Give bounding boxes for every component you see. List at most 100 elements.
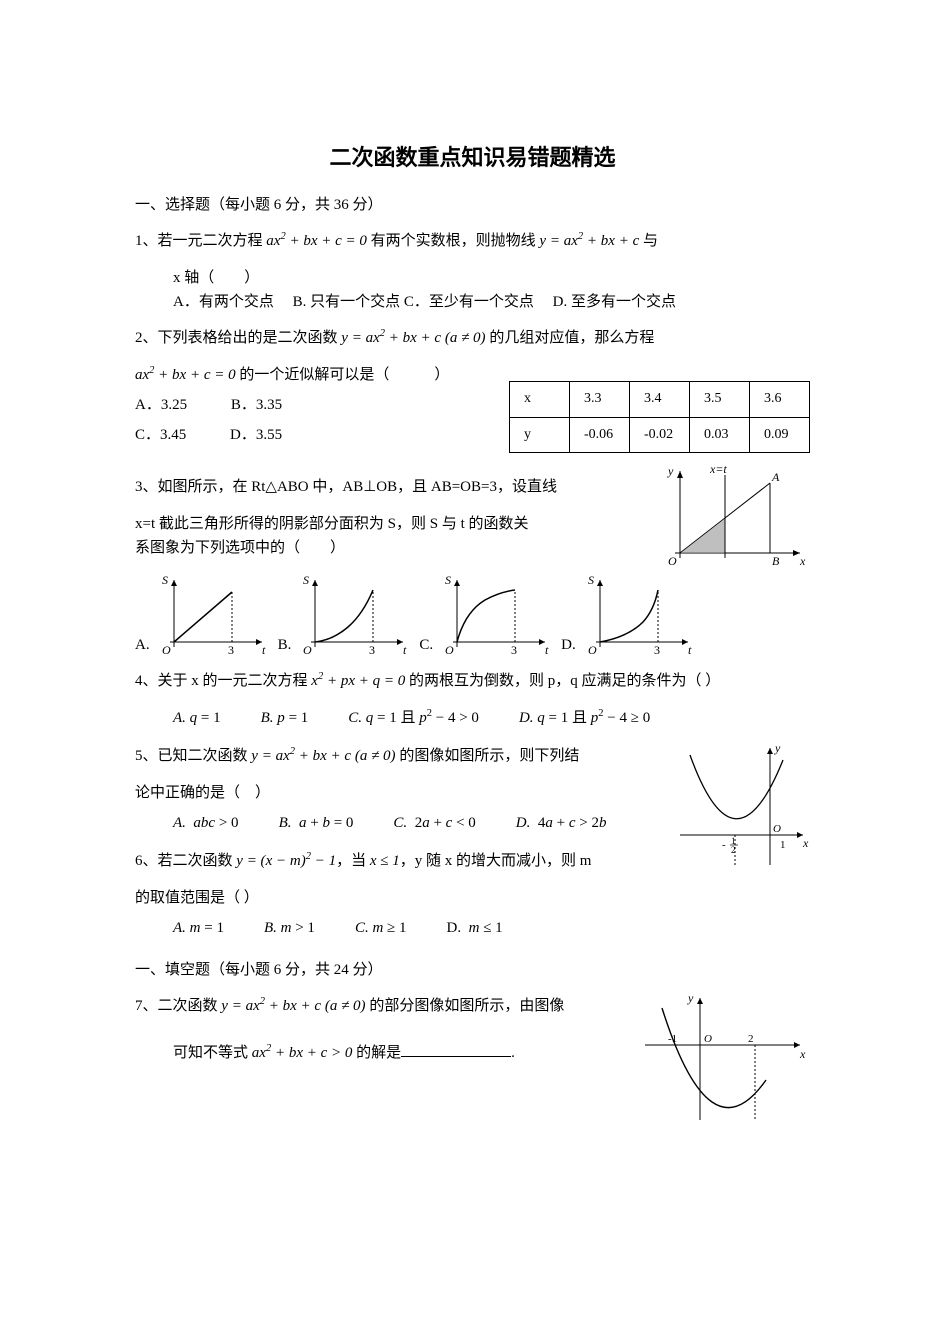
q6-opt-d: D. m ≤ 1 bbox=[447, 916, 503, 940]
q1-opt-d: D. 至多有一个交点 bbox=[553, 294, 676, 310]
q1-opt-b: B. 只有一个交点 bbox=[293, 294, 401, 310]
svg-text:3: 3 bbox=[654, 643, 660, 657]
svg-text:S: S bbox=[303, 573, 309, 587]
q2-options: A．3.25 B．3.35 C．3.45 D．3.55 bbox=[135, 387, 322, 453]
q5-figure: x y O 1 1 2 - bbox=[675, 740, 810, 870]
q2-td: 3.5 bbox=[690, 382, 750, 417]
tick-half: 1 2 bbox=[730, 836, 738, 855]
q5-opt-b: B. a + b = 0 bbox=[279, 811, 354, 835]
label-a: A bbox=[771, 470, 780, 484]
q5-opt-d: D. 4a + c > 2b bbox=[516, 811, 607, 835]
axis-y: y bbox=[774, 741, 781, 755]
q6-opt-a: A. m = 1 bbox=[173, 916, 224, 940]
q6-l2: 的取值范围是（ ） bbox=[135, 886, 810, 910]
q1-opt-c: C．至少有一个交点 bbox=[404, 294, 534, 310]
q6-cond: x ≤ 1 bbox=[370, 853, 400, 869]
table-row: x 3.3 3.4 3.5 3.6 bbox=[510, 382, 810, 417]
q2-th-y: y bbox=[510, 417, 570, 452]
q7-blank bbox=[401, 1042, 511, 1057]
q4-opt-a: A. q = 1 bbox=[173, 706, 221, 730]
q6-opt-c: C. m ≥ 1 bbox=[355, 916, 407, 940]
q6-eq: y = (x − m)2 − 1 bbox=[236, 853, 336, 869]
q1-line2: x 轴（ ） bbox=[135, 266, 810, 290]
q4: 4、关于 x 的一元二次方程 x2 + px + q = 0 的两根互为倒数，则… bbox=[135, 665, 810, 698]
q2-td: 3.3 bbox=[570, 382, 630, 417]
q4-text-a: 4、关于 x 的一元二次方程 bbox=[135, 673, 311, 689]
svg-text:t: t bbox=[688, 643, 692, 657]
section2-header: 一、填空题（每小题 6 分，共 24 分） bbox=[135, 958, 810, 982]
label-xt: x=t bbox=[709, 463, 727, 476]
q2-td: -0.02 bbox=[630, 417, 690, 452]
q2-opt-b: B．3.35 bbox=[231, 393, 282, 417]
q5-opt-c: C. 2a + c < 0 bbox=[393, 811, 475, 835]
svg-text:2: 2 bbox=[731, 845, 736, 855]
q2-opt-c: C．3.45 bbox=[135, 423, 186, 447]
svg-text:3: 3 bbox=[511, 643, 517, 657]
q1-text-c: 与 bbox=[639, 233, 658, 249]
q3-opt-c-graph: O t S 3 bbox=[435, 572, 555, 657]
svg-text:O: O bbox=[588, 643, 597, 657]
svg-text:O: O bbox=[162, 643, 171, 657]
q4-options: A. q = 1 B. p = 1 C. q = 1 且 p2 − 4 > 0 … bbox=[173, 706, 810, 730]
svg-text:S: S bbox=[162, 573, 168, 587]
svg-text:3: 3 bbox=[369, 643, 375, 657]
q2-text-c: 的一个近似解可以是（ ） bbox=[236, 367, 450, 383]
table-row: y -0.06 -0.02 0.03 0.09 bbox=[510, 417, 810, 452]
q5-text-b: 的图像如图所示，则下列结 bbox=[396, 748, 580, 764]
q6-text-a: 6、若二次函数 bbox=[135, 853, 236, 869]
q4-opt-c: C. q = 1 且 p2 − 4 > 0 bbox=[348, 706, 479, 730]
q2-th-x: x bbox=[510, 382, 570, 417]
axis-o: O bbox=[704, 1033, 712, 1045]
q3-figure: x y O A B x=t bbox=[660, 463, 810, 568]
q2-table: x 3.3 3.4 3.5 3.6 y -0.06 -0.02 0.03 0.0… bbox=[509, 381, 810, 453]
q3-b-label: B. bbox=[278, 633, 292, 657]
axis-x: x bbox=[799, 1047, 806, 1061]
q3-a-label: A. bbox=[135, 633, 150, 657]
q7-l2a: 可知不等式 bbox=[173, 1045, 252, 1061]
section1-header: 一、选择题（每小题 6 分，共 36 分） bbox=[135, 193, 810, 217]
axis-x: x bbox=[799, 554, 806, 568]
q2-td: 3.4 bbox=[630, 382, 690, 417]
q7-eq2: ax2 + bx + c > 0 bbox=[252, 1045, 353, 1061]
q5-eq: y = ax2 + bx + c (a ≠ 0) bbox=[251, 748, 395, 764]
q7-eq: y = ax2 + bx + c (a ≠ 0) bbox=[221, 998, 365, 1014]
q6-text-c: ，y 随 x 的增大而减小，则 m bbox=[400, 853, 592, 869]
tick-2: 2 bbox=[748, 1033, 754, 1045]
q2-td: 0.03 bbox=[690, 417, 750, 452]
q6-options: A. m = 1 B. m > 1 C. m ≥ 1 D. m ≤ 1 bbox=[173, 916, 810, 940]
q6-opt-b: B. m > 1 bbox=[264, 916, 315, 940]
axis-o: O bbox=[773, 823, 781, 835]
q3-choices: A. O t S 3 B. O t S 3 C. O bbox=[135, 572, 810, 657]
q1-eq1: ax2 + bx + c = 0 bbox=[266, 233, 367, 249]
svg-text:-: - bbox=[722, 839, 726, 851]
svg-text:S: S bbox=[445, 573, 451, 587]
tick-1: 1 bbox=[780, 839, 786, 851]
q2-td: 3.6 bbox=[750, 382, 810, 417]
q4-eq: x2 + px + q = 0 bbox=[311, 673, 405, 689]
q5-opt-a: A. abc > 0 bbox=[173, 811, 239, 835]
q1-eq2: y = ax2 + bx + c bbox=[539, 233, 639, 249]
q2-text-b: 的几组对应值，那么方程 bbox=[486, 330, 655, 346]
axis-y: y bbox=[687, 991, 694, 1005]
q2-opt-a: A．3.25 bbox=[135, 393, 187, 417]
q2-eq2: ax2 + bx + c = 0 bbox=[135, 367, 236, 383]
q2-td: 0.09 bbox=[750, 417, 810, 452]
axis-x: x bbox=[802, 836, 809, 850]
svg-text:O: O bbox=[303, 643, 312, 657]
axis-y: y bbox=[667, 464, 674, 478]
q2-opt-d: D．3.55 bbox=[230, 423, 282, 447]
axis-o: O bbox=[668, 554, 677, 568]
label-b: B bbox=[772, 554, 780, 568]
q4-text-b: 的两根互为倒数，则 p，q 应满足的条件为（ ） bbox=[405, 673, 720, 689]
q2-eq1: y = ax2 + bx + c (a ≠ 0) bbox=[341, 330, 485, 346]
q5-options: A. abc > 0 B. a + b = 0 C. 2a + c < 0 D.… bbox=[173, 811, 667, 835]
q3-c-label: C. bbox=[419, 633, 433, 657]
q1-text-b: 有两个实数根，则抛物线 bbox=[367, 233, 540, 249]
q2-text-a: 2、下列表格给出的是二次函数 bbox=[135, 330, 341, 346]
q2: 2、下列表格给出的是二次函数 y = ax2 + bx + c (a ≠ 0) … bbox=[135, 322, 810, 355]
q7-figure: x y O -1 2 bbox=[640, 990, 810, 1130]
q7-text-a: 7、二次函数 bbox=[135, 998, 221, 1014]
svg-text:S: S bbox=[588, 573, 594, 587]
q3-d-label: D. bbox=[561, 633, 576, 657]
tick-neg1: -1 bbox=[668, 1033, 677, 1045]
